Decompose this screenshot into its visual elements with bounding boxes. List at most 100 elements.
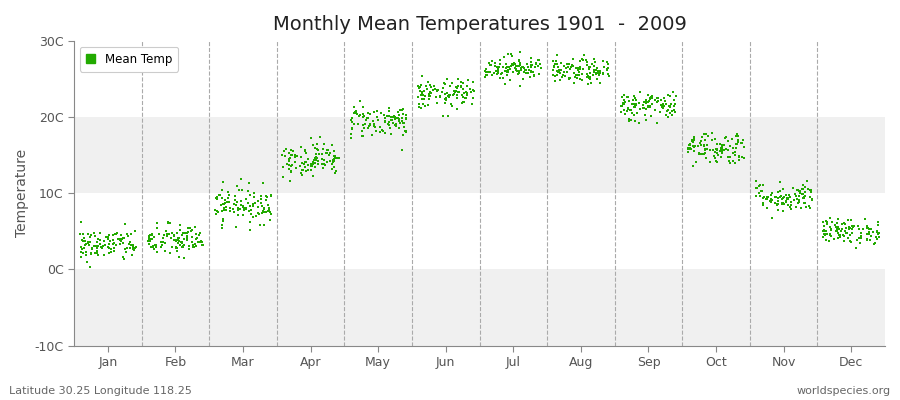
Point	[734, 154, 749, 160]
Point	[449, 84, 464, 90]
Point	[621, 106, 635, 112]
Point	[396, 120, 410, 126]
Point	[75, 246, 89, 252]
Point	[114, 238, 129, 244]
Point	[633, 89, 647, 96]
Point	[650, 120, 664, 126]
Point	[299, 159, 313, 165]
Point	[699, 131, 714, 137]
Point	[308, 164, 322, 170]
Point	[392, 107, 407, 113]
Point	[715, 144, 729, 151]
Point	[500, 72, 515, 78]
Point	[614, 109, 628, 115]
Point	[528, 60, 543, 66]
Point	[243, 207, 257, 214]
Point	[774, 200, 788, 206]
Point	[294, 171, 309, 178]
Point	[186, 242, 201, 248]
Point	[531, 63, 545, 70]
Point	[710, 150, 724, 156]
Point	[303, 167, 318, 173]
Point	[709, 145, 724, 152]
Point	[412, 84, 427, 91]
Point	[310, 146, 325, 152]
Point	[763, 195, 778, 202]
Point	[220, 199, 234, 206]
Point	[563, 66, 578, 72]
Point	[459, 95, 473, 101]
Point	[392, 125, 407, 131]
Point	[832, 234, 847, 240]
Point	[519, 61, 534, 68]
Point	[94, 245, 109, 252]
Point	[441, 113, 455, 120]
Point	[217, 200, 231, 207]
Point	[104, 238, 118, 244]
Point	[819, 231, 833, 238]
Point	[517, 64, 531, 71]
Point	[781, 202, 796, 208]
Point	[90, 239, 104, 246]
Point	[698, 150, 712, 156]
Point	[832, 232, 847, 239]
Point	[412, 84, 427, 90]
Point	[791, 200, 806, 206]
Point	[309, 154, 323, 161]
Point	[751, 185, 765, 191]
Point	[557, 72, 572, 79]
Point	[371, 117, 385, 123]
Point	[632, 120, 646, 126]
Point	[463, 86, 477, 93]
Point	[698, 146, 712, 152]
Point	[616, 92, 631, 98]
Point	[800, 178, 814, 184]
Point	[854, 235, 868, 241]
Point	[622, 116, 636, 122]
Point	[441, 93, 455, 99]
Point	[215, 225, 230, 231]
Point	[384, 116, 399, 123]
Point	[98, 242, 112, 248]
Point	[554, 60, 568, 67]
Point	[659, 101, 673, 108]
Point	[124, 252, 139, 258]
Point	[765, 215, 779, 222]
Point	[685, 136, 699, 143]
Point	[781, 196, 796, 202]
Point	[228, 193, 242, 199]
Point	[776, 195, 790, 202]
Point	[815, 219, 830, 226]
Point	[562, 61, 577, 67]
Point	[636, 102, 651, 108]
Point	[818, 228, 832, 234]
Point	[171, 237, 185, 243]
Point	[654, 102, 669, 108]
Point	[560, 69, 574, 76]
Point	[805, 196, 819, 203]
Point	[100, 244, 114, 250]
Point	[692, 151, 706, 158]
Point	[177, 255, 192, 262]
Point	[175, 240, 189, 246]
Point	[498, 80, 512, 87]
Point	[697, 151, 711, 158]
Point	[392, 118, 407, 124]
Point	[325, 165, 339, 172]
Point	[142, 241, 157, 247]
Point	[253, 222, 267, 228]
Point	[331, 154, 346, 161]
Point	[328, 153, 342, 159]
Point	[239, 205, 254, 212]
Point	[412, 88, 427, 94]
Point	[148, 243, 163, 250]
Point	[680, 148, 695, 155]
Point	[176, 243, 191, 250]
Point	[243, 192, 257, 198]
Point	[488, 63, 502, 69]
Point	[697, 142, 711, 148]
Point	[478, 68, 492, 74]
Point	[737, 144, 751, 150]
Point	[305, 142, 320, 148]
Point	[356, 132, 370, 139]
